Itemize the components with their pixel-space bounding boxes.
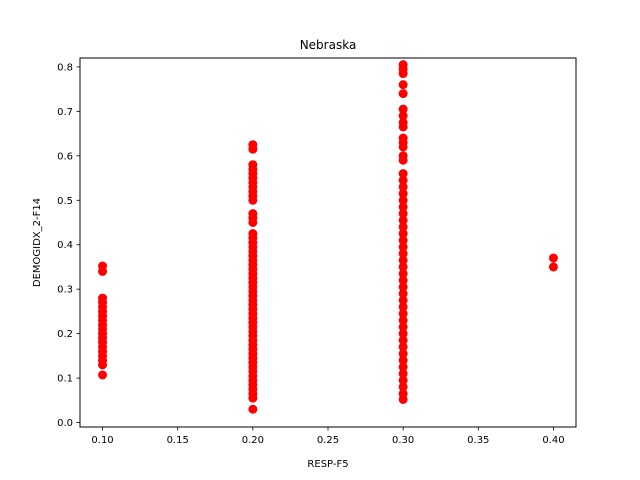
x-tick-label: 0.20	[242, 435, 264, 446]
data-point	[398, 262, 408, 272]
data-point	[398, 117, 408, 127]
data-point	[398, 249, 408, 259]
data-point	[398, 322, 408, 332]
data-point	[398, 302, 408, 312]
data-point	[398, 289, 408, 299]
data-point	[98, 293, 108, 303]
data-point	[398, 275, 408, 285]
data-point	[398, 111, 408, 121]
data-point	[398, 355, 408, 365]
data-point	[248, 140, 258, 150]
data-point	[248, 229, 258, 239]
data-point	[398, 342, 408, 352]
y-tick-label: 0.4	[57, 240, 73, 251]
data-point	[548, 262, 558, 272]
points-layer	[98, 60, 558, 414]
data-point	[398, 222, 408, 232]
data-point	[548, 253, 558, 263]
data-point	[398, 133, 408, 143]
data-point	[248, 404, 258, 414]
y-tick-label: 0.1	[57, 374, 73, 385]
data-point	[398, 215, 408, 225]
data-point	[398, 182, 408, 192]
x-tick-label: 0.40	[542, 435, 564, 446]
data-point	[398, 349, 408, 359]
data-point	[398, 209, 408, 219]
data-point	[398, 202, 408, 212]
data-point	[98, 261, 108, 271]
x-tick-label: 0.35	[467, 435, 489, 446]
data-point	[398, 389, 408, 399]
data-point	[398, 169, 408, 179]
x-axis-label: RESP-F5	[307, 459, 348, 470]
y-tick-label: 0.3	[57, 285, 73, 296]
data-point	[398, 335, 408, 345]
data-point	[398, 151, 408, 161]
plot-frame	[79, 57, 577, 428]
data-point	[398, 382, 408, 392]
data-point	[248, 160, 258, 170]
y-tick-label: 0.2	[57, 329, 73, 340]
y-tick-label: 0.5	[57, 196, 73, 207]
data-point	[398, 255, 408, 265]
y-tick-label: 0.8	[57, 62, 73, 73]
y-tick-label: 0.0	[57, 418, 73, 429]
data-point	[398, 195, 408, 205]
x-tick-label: 0.15	[167, 435, 189, 446]
data-point	[398, 315, 408, 325]
x-tick-label: 0.25	[317, 435, 339, 446]
y-axis-label: DEMOGIDX_2-F14	[32, 198, 43, 287]
data-point	[398, 80, 408, 90]
data-point	[398, 269, 408, 279]
data-point	[398, 282, 408, 292]
data-point	[398, 242, 408, 252]
data-point	[398, 229, 408, 239]
data-point	[248, 209, 258, 219]
data-point	[398, 309, 408, 319]
data-point	[398, 189, 408, 199]
data-point	[98, 370, 108, 380]
data-point	[398, 89, 408, 99]
y-axis-ticks: 0.0 0.1 0.2 0.3 0.4 0.5 0.6 0.7 0.8	[57, 62, 80, 429]
data-point	[398, 60, 408, 70]
data-point	[398, 295, 408, 305]
data-point	[398, 175, 408, 185]
data-point	[398, 104, 408, 114]
y-tick-label: 0.7	[57, 107, 73, 118]
data-point	[398, 329, 408, 339]
data-point	[398, 369, 408, 379]
data-point	[398, 235, 408, 245]
x-axis-ticks: 0.10 0.15 0.20 0.25 0.30 0.35 0.40	[91, 427, 565, 446]
x-tick-label: 0.30	[392, 435, 414, 446]
data-point	[398, 362, 408, 372]
x-tick-label: 0.10	[91, 435, 113, 446]
y-tick-label: 0.6	[57, 151, 73, 162]
data-point	[398, 375, 408, 385]
chart-title: Nebraska	[300, 38, 357, 52]
